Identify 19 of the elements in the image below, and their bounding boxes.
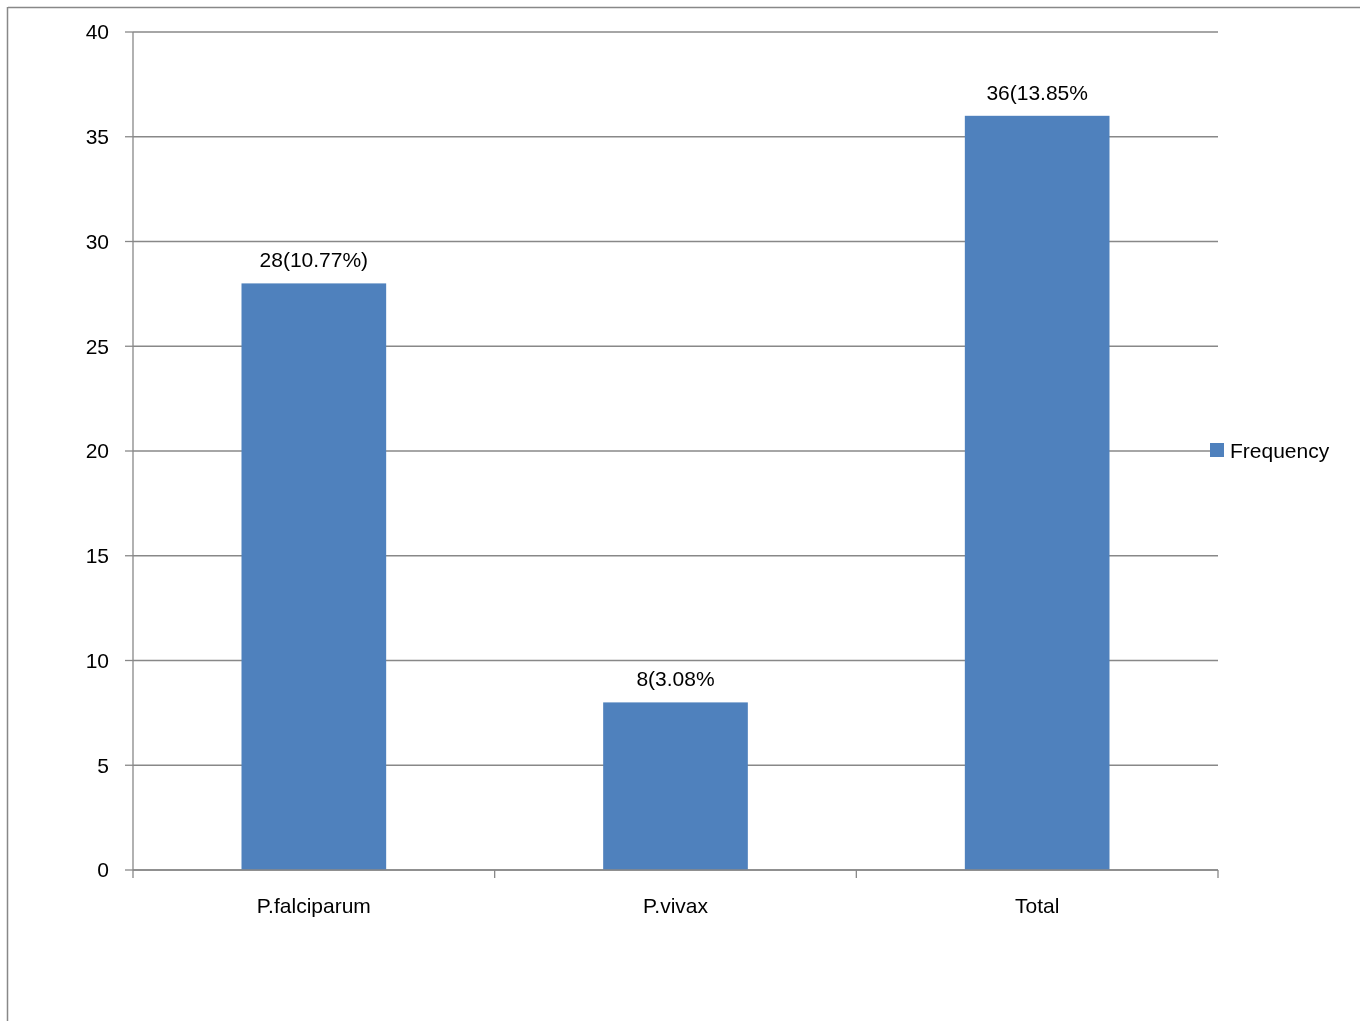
- bar: [603, 702, 748, 870]
- y-tick-label: 40: [85, 20, 109, 44]
- data-label: 28(10.77%): [259, 248, 369, 272]
- y-tick-label: 20: [85, 439, 109, 463]
- bar: [964, 115, 1110, 870]
- x-tick-label: P.vivax: [643, 894, 709, 917]
- bar: [241, 283, 387, 870]
- data-label: 36(13.85%: [986, 80, 1088, 104]
- y-tick-label: 35: [85, 125, 109, 149]
- data-label: 8(3.08%: [636, 667, 715, 691]
- y-tick-label: 10: [85, 648, 109, 672]
- x-tick-label: Total: [1014, 894, 1060, 917]
- y-tick-label: 0: [97, 858, 109, 882]
- y-tick-label: 25: [85, 334, 109, 358]
- y-tick-label: 15: [85, 544, 109, 568]
- x-tick-label: P.falciparum: [256, 894, 371, 917]
- y-tick-label: 30: [85, 229, 109, 253]
- y-tick-label: 5: [97, 753, 109, 777]
- legend-label: Frequency: [1230, 439, 1330, 463]
